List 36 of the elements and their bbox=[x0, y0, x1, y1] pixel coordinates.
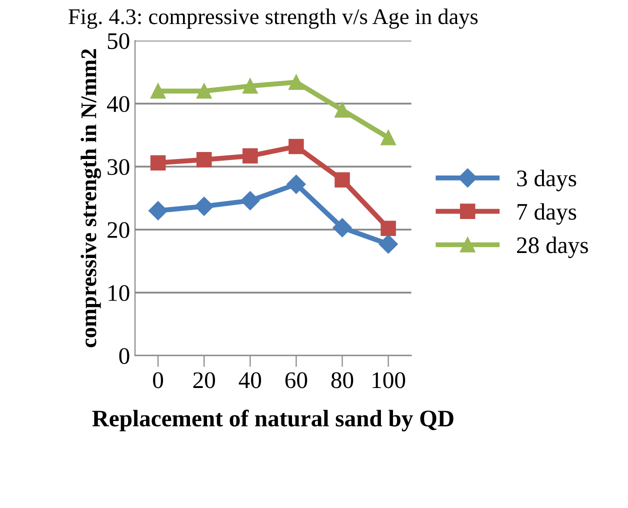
point bbox=[380, 220, 396, 236]
point bbox=[150, 83, 166, 99]
y-tick-label: 40 bbox=[107, 96, 130, 112]
point bbox=[380, 130, 396, 146]
y-tick-label: 0 bbox=[119, 348, 130, 364]
point bbox=[150, 155, 166, 170]
point bbox=[378, 234, 398, 254]
x-axis-title: Replacement of natural sand by QD bbox=[92, 410, 454, 432]
point bbox=[288, 74, 304, 90]
x-tick-label: 20 bbox=[193, 372, 216, 388]
point bbox=[242, 78, 258, 94]
x-tick-label: 0 bbox=[153, 372, 164, 388]
point bbox=[286, 174, 306, 194]
legend-label: 28 days bbox=[517, 236, 588, 258]
y-tick-label: 50 bbox=[108, 33, 130, 50]
x-tick-label: 100 bbox=[372, 372, 406, 388]
y-tick-label: 30 bbox=[108, 159, 130, 176]
x-tick-label: 40 bbox=[238, 372, 262, 388]
point bbox=[194, 196, 214, 216]
y-tick-label: 10 bbox=[108, 285, 130, 302]
chart-title: Fig. 4.3: compressive strength v/s Age in days bbox=[68, 8, 478, 29]
legend-label: 3 days bbox=[517, 170, 576, 192]
point bbox=[196, 152, 212, 168]
x-tick-label: 60 bbox=[285, 372, 308, 388]
point bbox=[332, 218, 352, 238]
legend-label: 7 days bbox=[518, 203, 576, 225]
x-tick-label: 80 bbox=[331, 372, 354, 388]
point bbox=[334, 172, 350, 188]
point bbox=[240, 191, 260, 210]
point bbox=[196, 83, 212, 99]
point bbox=[334, 102, 350, 118]
point bbox=[288, 138, 304, 154]
point bbox=[148, 201, 168, 220]
y-tick-label: 20 bbox=[108, 222, 130, 238]
y-axis-title: compressive strength in N/mm2 bbox=[80, 49, 101, 348]
point bbox=[242, 148, 258, 164]
